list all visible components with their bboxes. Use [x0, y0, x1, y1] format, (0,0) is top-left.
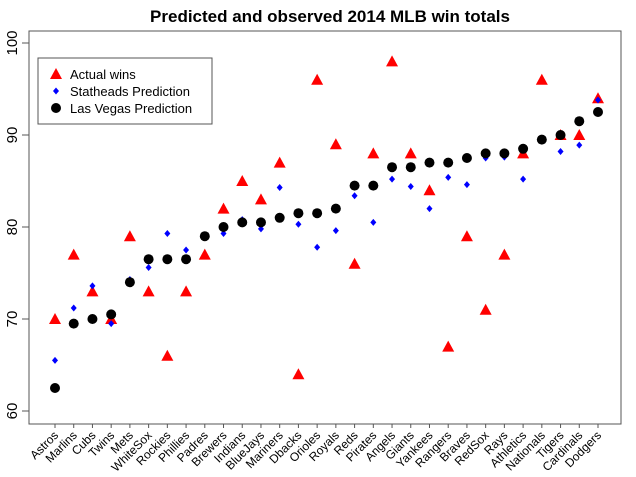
point-las-vegas-prediction — [443, 157, 454, 168]
point-actual-wins — [311, 73, 324, 85]
point-statheads-prediction — [389, 175, 396, 183]
legend-label: Actual wins — [70, 67, 136, 82]
point-actual-wins — [273, 156, 286, 168]
legend-box — [37, 57, 213, 125]
point-las-vegas-prediction — [593, 107, 603, 117]
point-las-vegas-prediction — [68, 318, 79, 329]
point-statheads-prediction — [426, 205, 433, 213]
point-las-vegas-prediction — [518, 143, 529, 154]
point-las-vegas-prediction — [349, 180, 360, 191]
point-actual-wins — [198, 248, 211, 260]
y-tick-label: 80 — [4, 219, 21, 236]
point-las-vegas-prediction — [199, 231, 210, 242]
point-las-vegas-prediction — [424, 157, 435, 168]
point-actual-wins — [442, 340, 455, 352]
point-statheads-prediction — [445, 173, 452, 181]
point-actual-wins — [217, 202, 230, 214]
point-actual-wins — [367, 147, 380, 159]
point-actual-wins — [292, 368, 305, 380]
point-statheads-prediction — [70, 304, 77, 312]
point-las-vegas-prediction — [330, 203, 341, 214]
point-las-vegas-prediction — [181, 254, 192, 265]
point-statheads-prediction — [351, 192, 358, 200]
point-actual-wins — [49, 313, 61, 324]
point-statheads-prediction — [463, 181, 470, 189]
point-actual-wins — [404, 147, 417, 159]
y-tick-label: 70 — [4, 311, 21, 328]
point-las-vegas-prediction — [312, 208, 323, 219]
point-las-vegas-prediction — [218, 222, 229, 232]
point-las-vegas-prediction — [499, 148, 510, 159]
point-statheads-prediction — [52, 356, 58, 364]
point-las-vegas-prediction — [461, 153, 472, 163]
point-las-vegas-prediction — [274, 212, 285, 223]
point-actual-wins — [86, 285, 99, 297]
point-actual-wins — [535, 73, 548, 85]
point-las-vegas-prediction — [405, 162, 416, 173]
point-actual-wins — [180, 285, 193, 297]
point-actual-wins — [123, 230, 136, 242]
legend-label: Statheads Prediction — [70, 84, 190, 99]
point-las-vegas-prediction — [162, 254, 173, 265]
point-las-vegas-prediction — [255, 217, 266, 228]
point-las-vegas-prediction — [87, 314, 98, 324]
point-actual-wins — [460, 230, 473, 242]
data-points — [49, 55, 604, 393]
point-actual-wins — [161, 349, 174, 361]
legend-marker-circle — [51, 103, 61, 113]
point-statheads-prediction — [595, 96, 601, 104]
point-las-vegas-prediction — [368, 180, 379, 191]
point-las-vegas-prediction — [124, 277, 135, 288]
point-statheads-prediction — [183, 246, 190, 254]
point-las-vegas-prediction — [387, 162, 398, 173]
point-las-vegas-prediction — [237, 217, 248, 228]
point-statheads-prediction — [407, 183, 414, 191]
point-actual-wins — [573, 129, 586, 140]
point-statheads-prediction — [295, 220, 302, 228]
point-actual-wins — [348, 257, 361, 269]
point-actual-wins — [386, 55, 399, 67]
legend-label: Las Vegas Prediction — [70, 101, 192, 116]
y-axis: 60 70 80 90 100 — [4, 30, 29, 419]
x-axis: AstrosMarlinsCubsTwinsMetsWhiteSoxRockie… — [27, 424, 604, 474]
point-las-vegas-prediction — [536, 134, 547, 145]
point-actual-wins — [329, 138, 342, 150]
point-statheads-prediction — [89, 282, 96, 290]
point-statheads-prediction — [370, 218, 377, 226]
point-statheads-prediction — [557, 148, 564, 156]
legend-marker-triangle — [50, 68, 62, 79]
point-las-vegas-prediction — [293, 208, 304, 219]
point-actual-wins — [479, 303, 492, 315]
point-actual-wins — [236, 175, 249, 186]
point-statheads-prediction — [145, 263, 152, 271]
point-las-vegas-prediction — [106, 309, 117, 320]
point-statheads-prediction — [332, 227, 339, 235]
point-las-vegas-prediction — [480, 148, 491, 159]
point-las-vegas-prediction — [50, 383, 60, 393]
point-las-vegas-prediction — [143, 254, 154, 265]
y-tick-label: 100 — [4, 30, 21, 55]
point-las-vegas-prediction — [555, 130, 566, 140]
point-statheads-prediction — [576, 141, 583, 149]
point-las-vegas-prediction — [574, 116, 585, 127]
point-statheads-prediction — [276, 183, 283, 191]
legend-marker-diamond — [53, 87, 59, 95]
y-tick-label: 60 — [4, 403, 21, 420]
point-statheads-prediction — [314, 243, 321, 251]
legend: Actual wins Statheads Prediction Las Vegas… — [37, 57, 213, 125]
point-actual-wins — [498, 248, 511, 260]
point-actual-wins — [67, 248, 80, 260]
chart-title: Predicted and observed 2014 MLB win tota… — [150, 7, 510, 26]
point-statheads-prediction — [164, 229, 171, 237]
point-statheads-prediction — [108, 320, 115, 328]
point-actual-wins — [254, 193, 267, 205]
point-statheads-prediction — [520, 175, 527, 183]
point-actual-wins — [423, 184, 436, 196]
y-tick-label: 90 — [4, 127, 21, 144]
point-actual-wins — [142, 285, 155, 297]
